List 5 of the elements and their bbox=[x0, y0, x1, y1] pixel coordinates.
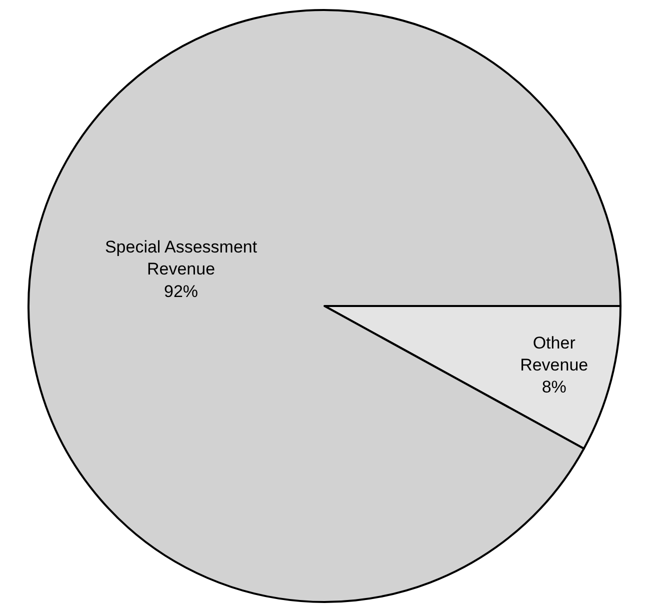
slice-label: Special Assessment Revenue bbox=[104, 238, 258, 279]
slice-label: Other Revenue bbox=[520, 333, 588, 374]
pie-slice bbox=[28, 9, 622, 603]
data-label: 92% bbox=[164, 282, 198, 301]
data-label: 8% bbox=[542, 378, 566, 397]
